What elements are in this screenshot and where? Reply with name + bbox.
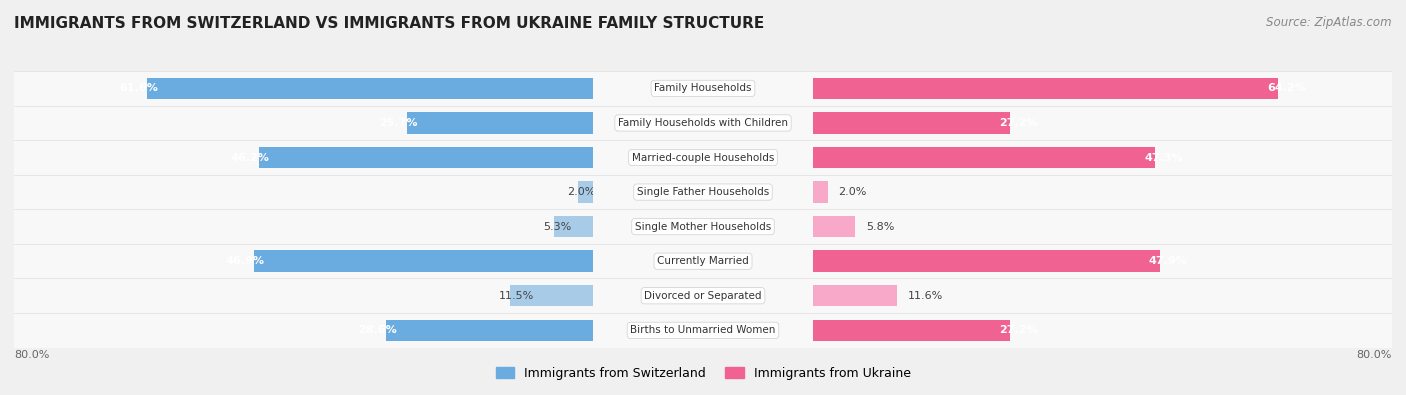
Bar	[813, 320, 1010, 341]
Text: 46.9%: 46.9%	[225, 256, 264, 266]
Text: 27.2%: 27.2%	[1000, 118, 1038, 128]
Bar	[253, 250, 593, 272]
Legend: Immigrants from Switzerland, Immigrants from Ukraine: Immigrants from Switzerland, Immigrants …	[491, 362, 915, 385]
Text: Single Mother Households: Single Mother Households	[636, 222, 770, 231]
Bar	[259, 147, 593, 168]
Bar	[593, 209, 813, 244]
Bar	[813, 244, 1392, 278]
Bar	[593, 140, 813, 175]
Text: 80.0%: 80.0%	[1357, 350, 1392, 360]
Text: 5.3%: 5.3%	[544, 222, 572, 231]
Bar	[813, 140, 1392, 175]
Text: Births to Unmarried Women: Births to Unmarried Women	[630, 325, 776, 335]
Bar	[593, 175, 813, 209]
Bar	[813, 209, 1392, 244]
Text: Married-couple Households: Married-couple Households	[631, 152, 775, 162]
Text: 64.2%: 64.2%	[1267, 83, 1306, 93]
Bar	[593, 71, 813, 106]
Bar	[593, 244, 813, 278]
Bar	[14, 278, 593, 313]
Bar	[813, 209, 1392, 244]
Bar	[813, 112, 1010, 134]
Text: 46.2%: 46.2%	[231, 152, 270, 162]
Bar	[813, 285, 897, 307]
Text: 11.5%: 11.5%	[499, 291, 534, 301]
Bar	[593, 209, 813, 244]
Text: 5.8%: 5.8%	[866, 222, 894, 231]
Text: 27.2%: 27.2%	[1000, 325, 1038, 335]
Bar	[14, 106, 593, 140]
Bar	[14, 175, 593, 209]
Bar	[593, 140, 813, 175]
Text: Source: ZipAtlas.com: Source: ZipAtlas.com	[1267, 16, 1392, 29]
Bar	[509, 285, 593, 307]
Bar	[813, 71, 1392, 106]
Bar	[593, 313, 813, 348]
Bar	[813, 71, 1392, 106]
Text: Family Households: Family Households	[654, 83, 752, 93]
Bar	[14, 313, 593, 348]
Bar	[14, 71, 593, 106]
Text: 47.3%: 47.3%	[1144, 152, 1184, 162]
Text: 28.6%: 28.6%	[359, 325, 396, 335]
Bar	[578, 181, 593, 203]
Bar	[406, 112, 593, 134]
Bar	[14, 313, 593, 348]
Bar	[813, 78, 1278, 99]
Bar	[813, 175, 1392, 209]
Text: 80.0%: 80.0%	[14, 350, 49, 360]
Text: 25.7%: 25.7%	[380, 118, 418, 128]
Bar	[14, 71, 593, 106]
Bar	[813, 244, 1392, 278]
Bar	[813, 278, 1392, 313]
Bar	[593, 175, 813, 209]
Bar	[385, 320, 593, 341]
Bar	[593, 313, 813, 348]
Bar	[813, 278, 1392, 313]
Bar	[14, 209, 593, 244]
Text: 47.9%: 47.9%	[1149, 256, 1188, 266]
Text: Single Father Households: Single Father Households	[637, 187, 769, 197]
Text: 61.6%: 61.6%	[120, 83, 157, 93]
Bar	[593, 71, 813, 106]
Bar	[14, 209, 593, 244]
Text: Divorced or Separated: Divorced or Separated	[644, 291, 762, 301]
Bar	[813, 140, 1392, 175]
Bar	[813, 216, 855, 237]
Bar	[593, 278, 813, 313]
Bar	[14, 140, 593, 175]
Text: 2.0%: 2.0%	[838, 187, 868, 197]
Bar	[554, 216, 593, 237]
Bar	[593, 244, 813, 278]
Bar	[813, 106, 1392, 140]
Bar	[813, 250, 1160, 272]
Bar	[813, 313, 1392, 348]
Bar	[14, 175, 593, 209]
Bar	[813, 175, 1392, 209]
Bar	[813, 313, 1392, 348]
Bar	[148, 78, 593, 99]
Bar	[813, 181, 828, 203]
Text: IMMIGRANTS FROM SWITZERLAND VS IMMIGRANTS FROM UKRAINE FAMILY STRUCTURE: IMMIGRANTS FROM SWITZERLAND VS IMMIGRANT…	[14, 16, 765, 31]
Bar	[593, 106, 813, 140]
Text: Family Households with Children: Family Households with Children	[619, 118, 787, 128]
Bar	[813, 106, 1392, 140]
Bar	[14, 140, 593, 175]
Text: 11.6%: 11.6%	[908, 291, 943, 301]
Bar	[593, 106, 813, 140]
Text: 2.0%: 2.0%	[568, 187, 596, 197]
Bar	[14, 244, 593, 278]
Bar	[593, 278, 813, 313]
Bar	[14, 278, 593, 313]
Bar	[813, 147, 1156, 168]
Text: Currently Married: Currently Married	[657, 256, 749, 266]
Bar	[14, 244, 593, 278]
Bar	[14, 106, 593, 140]
